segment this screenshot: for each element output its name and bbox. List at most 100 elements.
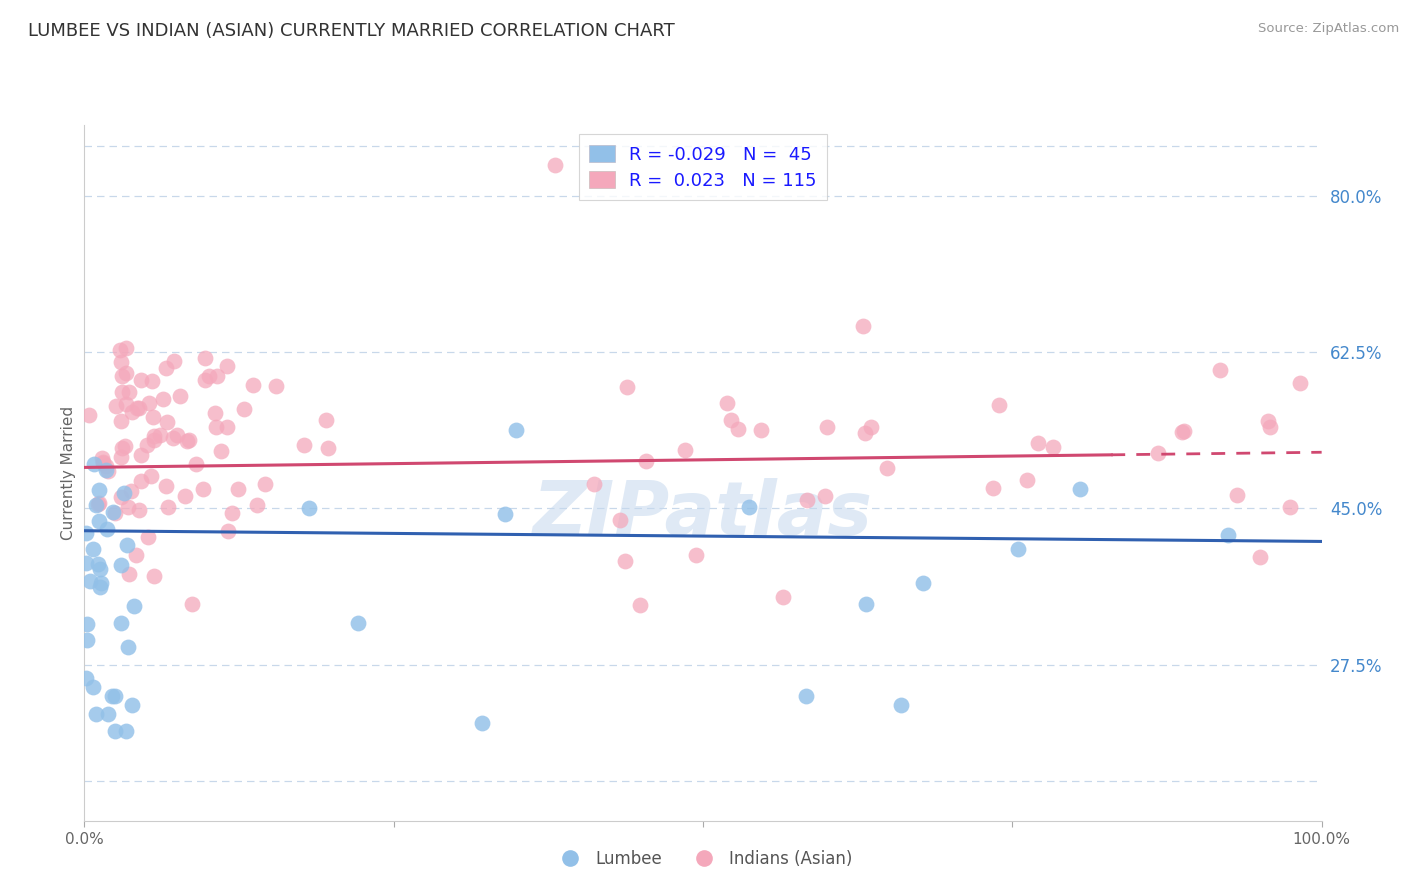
Point <box>142 433 165 447</box>
Point <box>853 425 876 440</box>
Point <box>315 413 337 427</box>
Point <box>1257 414 1279 428</box>
Point <box>1042 440 1064 454</box>
Point <box>149 428 172 442</box>
Point <box>1069 482 1091 496</box>
Point <box>128 503 150 517</box>
Point <box>91 454 114 468</box>
Point <box>616 380 638 394</box>
Point <box>111 385 134 400</box>
Point <box>177 433 200 447</box>
Point <box>131 474 153 488</box>
Point <box>855 597 877 611</box>
Point <box>117 640 139 654</box>
Point <box>141 374 163 388</box>
Point <box>87 495 110 509</box>
Point <box>115 366 138 380</box>
Point <box>720 412 742 426</box>
Point <box>76 632 98 647</box>
Point <box>890 698 912 712</box>
Point <box>162 431 184 445</box>
Point <box>142 410 165 425</box>
Point <box>194 351 217 365</box>
Point <box>180 597 202 611</box>
Point <box>209 443 232 458</box>
Point <box>772 590 794 604</box>
Point <box>136 531 159 545</box>
Point <box>128 401 150 416</box>
Point <box>738 500 761 514</box>
Point <box>115 724 138 739</box>
Point <box>118 567 141 582</box>
Point <box>163 354 186 368</box>
Point <box>609 513 631 527</box>
Point <box>121 698 143 712</box>
Text: LUMBEE VS INDIAN (ASIAN) CURRENTLY MARRIED CORRELATION CHART: LUMBEE VS INDIAN (ASIAN) CURRENTLY MARRI… <box>28 22 675 40</box>
Point <box>84 706 107 721</box>
Point <box>143 428 166 442</box>
Point <box>79 408 101 422</box>
Point <box>876 460 898 475</box>
Point <box>981 481 1004 495</box>
Point <box>121 405 143 419</box>
Point <box>94 463 117 477</box>
Point <box>1278 500 1301 515</box>
Point <box>122 599 145 613</box>
Point <box>118 385 141 400</box>
Point <box>110 490 132 504</box>
Point <box>89 515 111 529</box>
Point <box>101 505 124 519</box>
Point <box>82 680 104 694</box>
Point <box>152 392 174 406</box>
Point <box>89 562 111 576</box>
Point <box>217 359 239 373</box>
Point <box>111 368 134 383</box>
Point <box>254 477 277 491</box>
Point <box>110 615 132 630</box>
Point <box>814 489 837 503</box>
Point <box>82 542 104 557</box>
Point <box>104 506 127 520</box>
Point <box>860 420 883 434</box>
Point <box>186 457 208 471</box>
Point <box>264 379 287 393</box>
Point <box>242 378 264 392</box>
Point <box>1146 446 1168 460</box>
Point <box>176 434 198 449</box>
Legend: Lumbee, Indians (Asian): Lumbee, Indians (Asian) <box>547 844 859 875</box>
Point <box>471 715 494 730</box>
Point <box>1209 363 1232 377</box>
Point <box>292 437 315 451</box>
Point <box>543 158 565 172</box>
Point <box>912 575 935 590</box>
Point <box>166 427 188 442</box>
Point <box>75 671 97 685</box>
Point <box>86 498 108 512</box>
Point <box>169 389 191 403</box>
Point <box>108 343 131 357</box>
Point <box>142 569 165 583</box>
Point <box>727 421 749 435</box>
Point <box>104 399 127 413</box>
Point <box>217 420 239 434</box>
Point <box>127 401 149 415</box>
Point <box>191 483 214 497</box>
Point <box>138 396 160 410</box>
Point <box>83 457 105 471</box>
Point <box>174 489 197 503</box>
Point <box>494 507 516 521</box>
Point <box>156 500 179 514</box>
Point <box>90 575 112 590</box>
Point <box>129 448 152 462</box>
Point <box>505 423 527 437</box>
Point <box>207 368 229 383</box>
Point <box>298 501 321 516</box>
Point <box>583 477 606 491</box>
Point <box>1015 473 1038 487</box>
Point <box>101 689 124 703</box>
Point <box>129 373 152 387</box>
Point <box>685 548 707 562</box>
Point <box>988 398 1011 412</box>
Point <box>87 557 110 571</box>
Point <box>89 581 111 595</box>
